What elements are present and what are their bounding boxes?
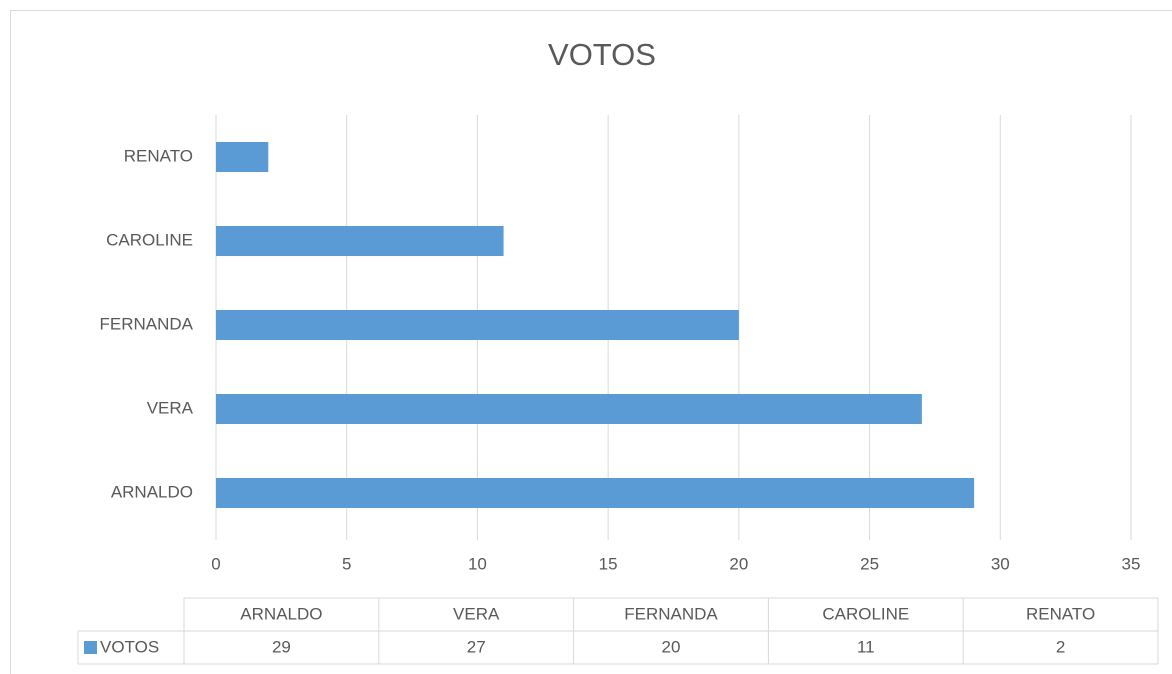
- bar: [216, 142, 269, 172]
- table-header: VERA: [453, 604, 500, 623]
- bar: [216, 394, 922, 424]
- x-tick-label: 15: [599, 554, 618, 573]
- y-tick-label: RENATO: [124, 146, 193, 165]
- y-tick-label: FERNANDA: [99, 314, 193, 333]
- x-tick-label: 35: [1122, 554, 1141, 573]
- x-tick-label: 30: [991, 554, 1010, 573]
- y-tick-label: CAROLINE: [106, 230, 193, 249]
- table-header: RENATO: [1026, 604, 1095, 623]
- x-tick-label: 5: [342, 554, 351, 573]
- y-tick-label: VERA: [147, 398, 194, 417]
- x-tick-label: 25: [860, 554, 879, 573]
- legend-label: VOTOS: [100, 637, 159, 656]
- legend-swatch: [84, 641, 97, 654]
- x-tick-label: 10: [468, 554, 487, 573]
- table-header: ARNALDO: [240, 604, 322, 623]
- table-header: CAROLINE: [822, 604, 909, 623]
- chart-frame: [10, 10, 1172, 674]
- x-tick-label: 20: [729, 554, 748, 573]
- table-value: 11: [857, 637, 875, 656]
- x-tick-label: 0: [211, 554, 220, 573]
- table-value: 2: [1056, 637, 1065, 656]
- chart-title: VOTOS: [548, 37, 656, 72]
- y-tick-label: ARNALDO: [111, 482, 193, 501]
- table-value: 29: [272, 637, 291, 656]
- bar: [216, 310, 739, 340]
- table-value: 20: [662, 637, 681, 656]
- bar: [216, 226, 504, 256]
- table-header: FERNANDA: [624, 604, 718, 623]
- table-value: 27: [467, 637, 486, 656]
- bar: [216, 478, 975, 508]
